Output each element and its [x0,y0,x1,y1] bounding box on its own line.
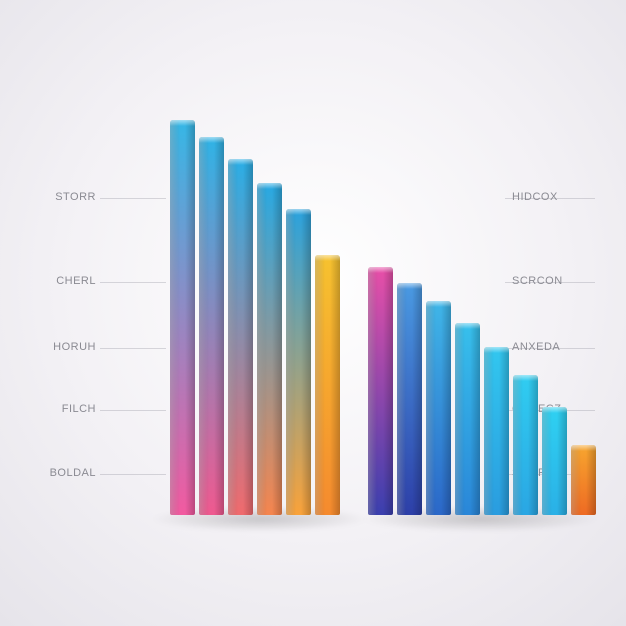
bar [571,445,596,515]
chart-stage: STORR CHERL HORUH FILCH BOLDAL HIDCOX SCRCON AN… [0,0,626,626]
gridline [100,474,166,475]
bar [484,347,509,515]
axis-label-left: CHERL [56,275,96,287]
bar [397,283,422,515]
gridline [100,348,166,349]
bar [368,267,393,515]
axis-label-left: STORR [55,191,96,203]
gridline [100,410,166,411]
axis-label-right: SCRCON [512,275,563,287]
bar [315,255,340,515]
bar [542,407,567,515]
bar [455,323,480,515]
bar-chart: STORR CHERL HORUH FILCH BOLDAL HIDCOX SCRCON AN… [0,0,626,626]
bar [286,209,311,515]
gridline [100,198,166,199]
bar [426,301,451,515]
axis-label-right: HIDCOX [512,191,558,203]
gridline [100,282,166,283]
bar [257,183,282,515]
axis-label-left: HORUH [53,341,96,353]
axis-label-left: BOLDAL [50,467,96,479]
bar [199,137,224,515]
bar [228,159,253,515]
bar [170,120,195,515]
axis-label-left: FILCH [62,403,96,415]
axis-label-right: ANXEDA [512,341,560,353]
bar [513,375,538,515]
